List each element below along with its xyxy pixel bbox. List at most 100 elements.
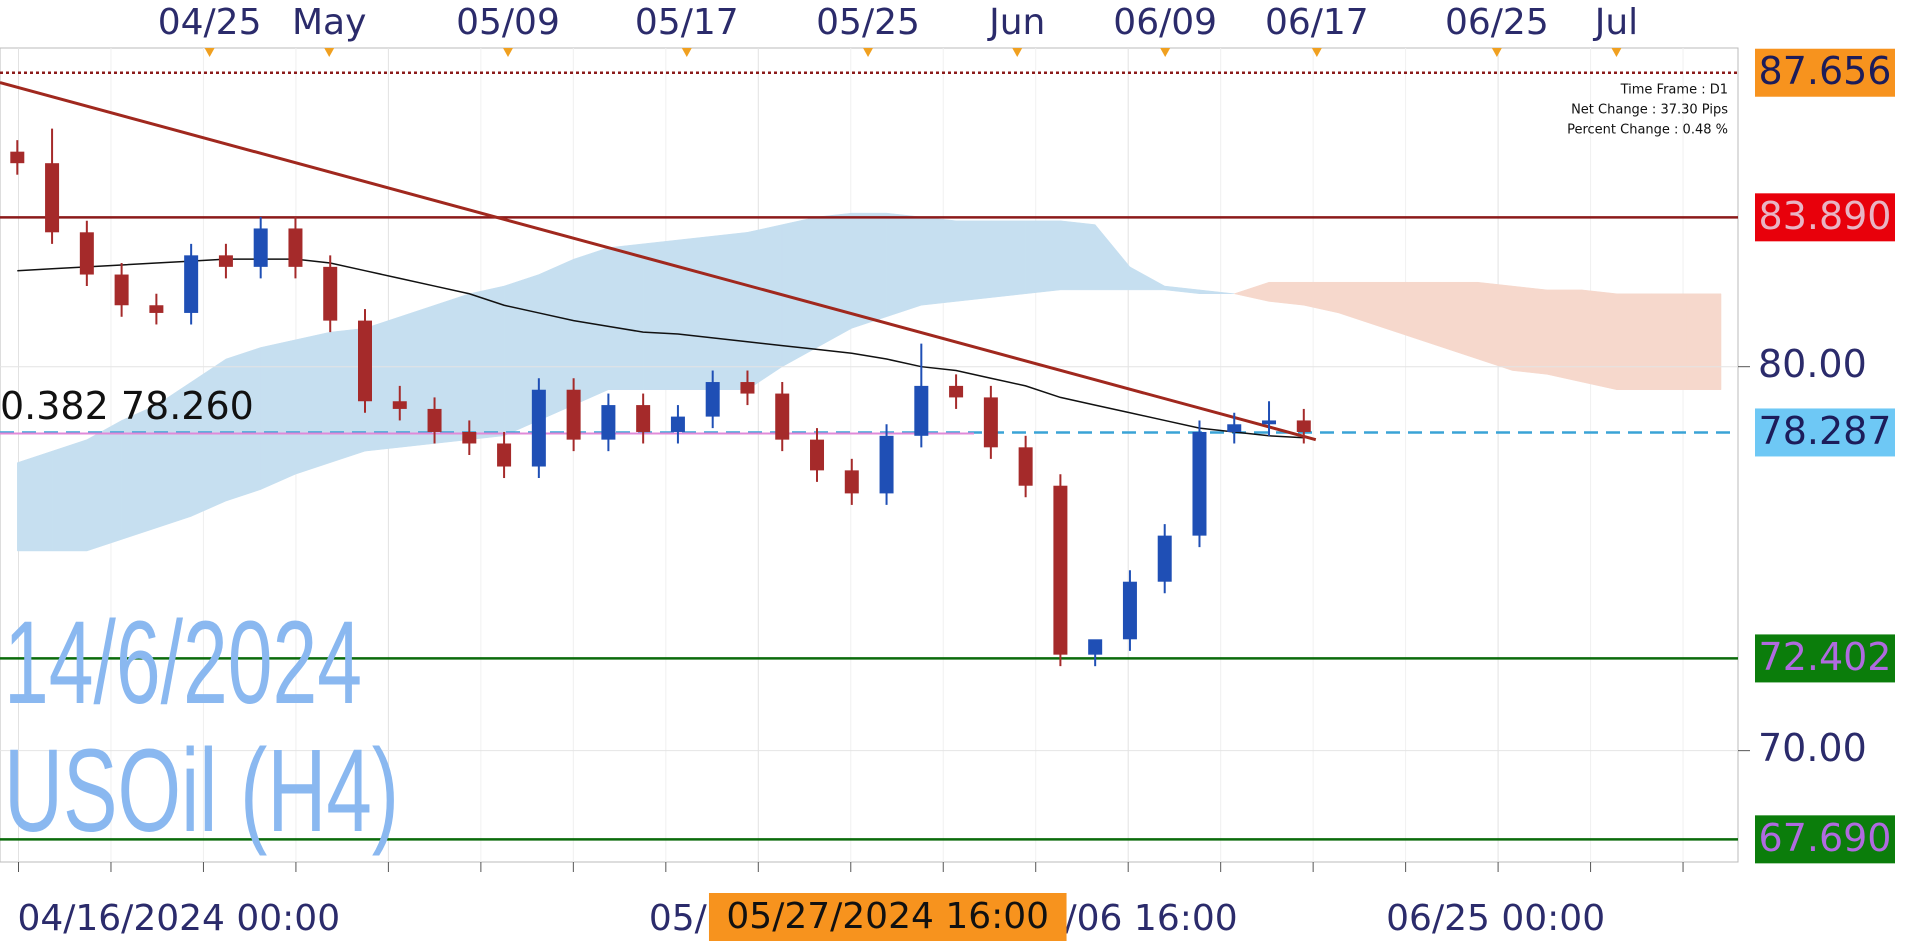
candle-body: [914, 385, 929, 436]
time-marker: [1491, 48, 1502, 57]
candle-body: [810, 439, 825, 471]
cloud-segment: [781, 216, 818, 368]
watermark-symbol: USOil (H4): [4, 725, 399, 857]
top-axis-label: 04/25: [158, 2, 262, 43]
candle-body: [1262, 420, 1277, 425]
time-cursor-box: [708, 893, 1067, 941]
cloud-segment: [1512, 285, 1548, 375]
time-marker: [1311, 48, 1322, 57]
level-box: [1755, 634, 1895, 683]
candle-body: [323, 266, 338, 321]
candle-body: [1053, 485, 1068, 655]
cloud-segment: [1407, 281, 1444, 348]
top-axis-label: May: [292, 2, 366, 43]
time-marker: [681, 48, 692, 57]
candle-body: [775, 393, 790, 440]
cloud-segment: [1651, 293, 1687, 390]
cloud-segment: [1025, 220, 1061, 295]
top-axis-label: 06/17: [1265, 2, 1369, 43]
info-line: Time Frame : D1: [1620, 83, 1728, 98]
candle-body: [427, 408, 442, 432]
candle-body: [879, 435, 894, 494]
cloud-segment: [990, 220, 1026, 298]
cloud-segment: [1060, 220, 1096, 291]
candle-body: [636, 405, 651, 432]
candle-body: [218, 255, 233, 267]
candle-body: [253, 228, 268, 267]
cloud-segment: [1581, 289, 1617, 391]
level-label: 78.287: [1759, 409, 1892, 453]
candle-body: [531, 389, 546, 467]
cloud-segment: [17, 450, 53, 552]
cloud-segment: [469, 285, 505, 440]
cloud-segment: [1477, 281, 1513, 371]
level-box: [1755, 815, 1895, 864]
cloud-segment: [260, 339, 296, 490]
candle-body: [601, 405, 616, 440]
time-marker: [204, 48, 215, 57]
level-label: 67.690: [1759, 816, 1892, 860]
candle-body: [1296, 420, 1311, 432]
cloud-segment: [295, 331, 331, 475]
candle-body: [462, 431, 477, 444]
candle-body: [288, 228, 303, 267]
cloud-segment: [608, 243, 644, 390]
candle-body: [10, 151, 25, 164]
cloud-segment: [1442, 281, 1478, 360]
candle-body: [670, 416, 685, 432]
time-marker: [502, 48, 513, 57]
top-axis-label: 05/09: [456, 2, 560, 43]
info-line: Percent Change : 0.48 %: [1567, 123, 1728, 138]
cloud-segment: [1686, 293, 1722, 390]
time-marker: [1611, 48, 1622, 57]
watermark-date: 14/6/2024: [4, 597, 362, 729]
level-box: [1755, 193, 1895, 242]
cloud-segment: [886, 212, 922, 318]
time-marker: [863, 48, 874, 57]
time-marker: [1012, 48, 1023, 57]
level-label: 87.656: [1759, 49, 1892, 93]
bottom-axis-label: 06/25 00:00: [1386, 898, 1605, 939]
cloud-segment: [573, 247, 609, 406]
top-axis-label: 06/25: [1445, 2, 1549, 43]
candle-body: [1088, 639, 1103, 655]
cloud-segment: [190, 358, 227, 517]
candle-body: [149, 305, 164, 313]
time-marker: [324, 48, 335, 57]
candle-body: [566, 389, 581, 440]
top-axis-label: Jul: [1593, 2, 1638, 43]
candle-body: [705, 382, 720, 417]
candle-body: [358, 320, 372, 402]
candle-body: [1018, 447, 1033, 486]
cloud-segment: [1268, 281, 1305, 306]
candle-body: [79, 232, 94, 275]
y-tick-label: 80.00: [1758, 342, 1867, 386]
top-axis-label: 05/17: [635, 2, 739, 43]
cloud-segment: [955, 220, 992, 302]
candle-body: [45, 163, 60, 233]
candle-body: [114, 274, 129, 306]
candle-body: [184, 255, 199, 313]
candle-body: [1122, 581, 1137, 640]
cloud-segment: [712, 232, 748, 390]
candle-body: [497, 443, 512, 467]
candle-body: [392, 401, 407, 409]
y-tick-label: 70.00: [1758, 726, 1867, 770]
bottom-axis-label: 04/16/2024 00:00: [17, 898, 340, 939]
top-axis-label: Jun: [987, 2, 1045, 43]
candle-body: [740, 382, 755, 394]
candle-body: [1192, 431, 1207, 536]
cloud-segment: [851, 212, 887, 329]
cloud-segment: [1616, 293, 1652, 390]
cloud-segment: [921, 216, 957, 306]
trendline: [0, 81, 1317, 442]
cloud-segment: [1546, 289, 1583, 383]
cloud-segment: [51, 439, 88, 552]
candle-body: [949, 385, 964, 398]
cloud-segment: [747, 224, 783, 391]
candle-body: [844, 470, 859, 494]
cloud-segment: [816, 212, 853, 348]
candle-body: [1157, 535, 1172, 582]
